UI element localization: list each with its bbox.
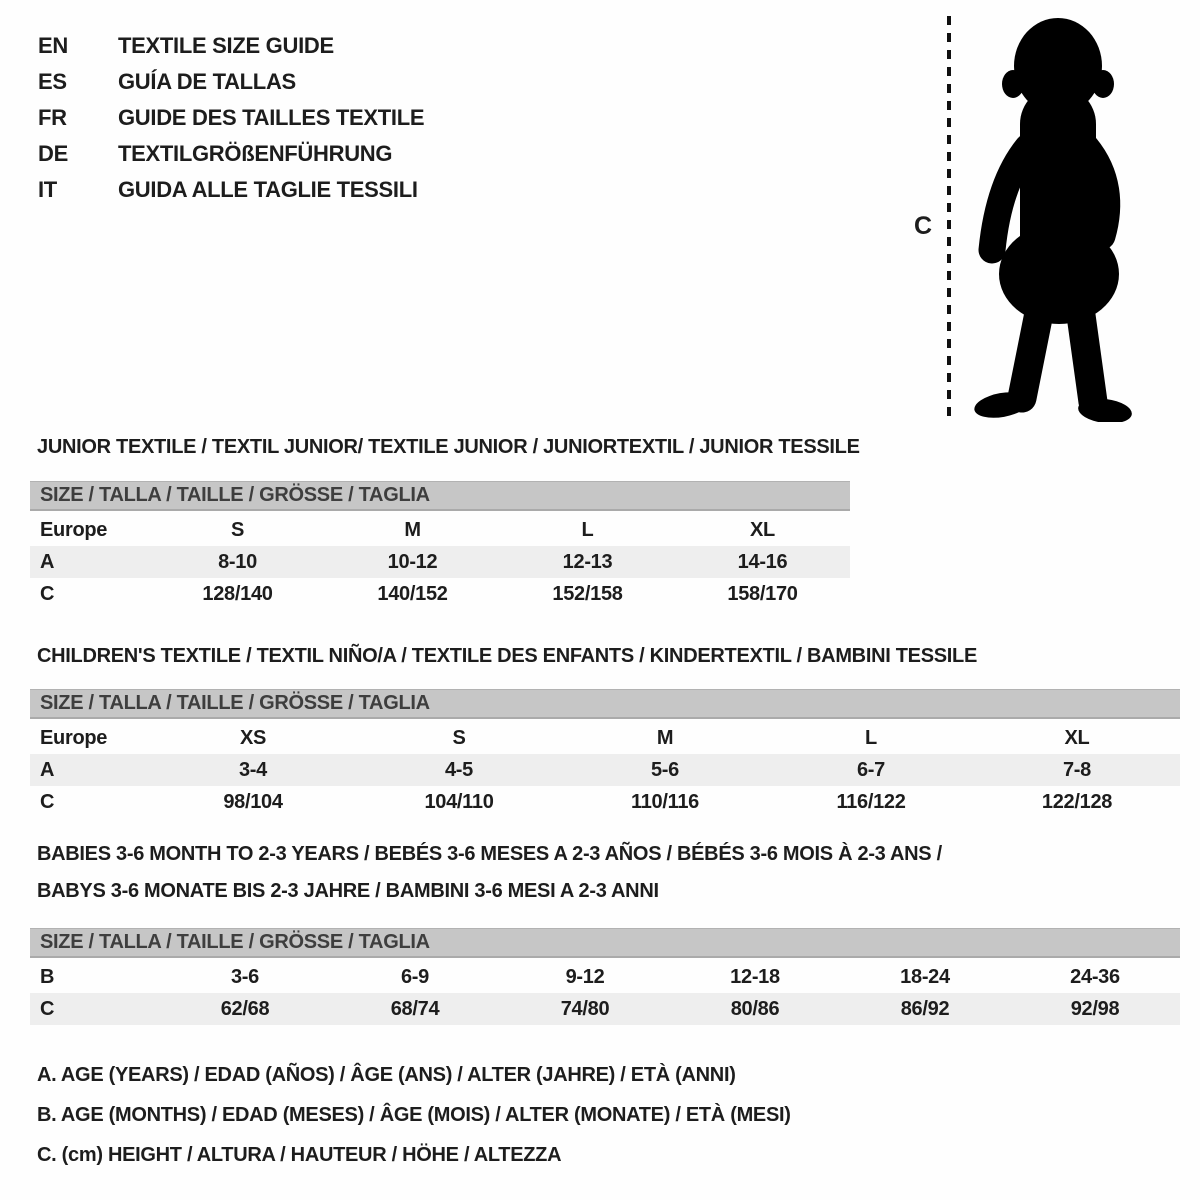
babies-size-table: SIZE / TALLA / TAILLE / GRÖSSE / TAGLIA … <box>30 928 1180 1025</box>
guide-title: TEXTILGRÖßENFÜHRUNG <box>118 141 393 166</box>
col-header: M <box>404 518 421 541</box>
col-header: M <box>656 726 674 749</box>
table-cell: 3-6 <box>230 965 259 988</box>
language-row: FR GUIDE DES TAILLES TEXTILE <box>38 100 425 136</box>
table-cell: 62/68 <box>220 997 270 1020</box>
region-label: Europe <box>40 726 108 749</box>
height-measure-dashed-line <box>947 16 951 416</box>
size-header-bar: SIZE / TALLA / TAILLE / GRÖSSE / TAGLIA <box>30 481 850 511</box>
guide-title: GUIDA ALLE TAGLIE TESSILI <box>118 177 418 202</box>
table-cell: 6-7 <box>856 758 885 781</box>
size-header-bar: SIZE / TALLA / TAILLE / GRÖSSE / TAGLIA <box>30 689 1180 719</box>
col-header: XS <box>239 726 267 749</box>
table-cell: 4-5 <box>444 758 473 781</box>
table-cell: 12-13 <box>562 550 613 573</box>
col-header: XL <box>1064 726 1090 749</box>
legend-line-c: C. (cm) HEIGHT / ALTURA / HAUTEUR / HÖHE… <box>37 1144 562 1166</box>
table-cell: 98/104 <box>223 790 283 813</box>
table-row: A 3-4 4-5 5-6 6-7 7-8 <box>30 754 1180 786</box>
table-cell: 68/74 <box>390 997 440 1020</box>
language-row: DE TEXTILGRÖßENFÜHRUNG <box>38 136 424 172</box>
col-header: XL <box>750 518 775 541</box>
table-cell: 80/86 <box>730 997 780 1020</box>
table-row: C 62/68 68/74 74/80 80/86 86/92 92/98 <box>30 993 1180 1025</box>
guide-title: TEXTILE SIZE GUIDE <box>118 33 334 58</box>
legend-line-b: B. AGE (MONTHS) / EDAD (MESES) / ÂGE (MO… <box>37 1104 791 1126</box>
table-cell: 86/92 <box>900 997 950 1020</box>
table-cell: 152/158 <box>552 582 623 605</box>
table-cell: 74/80 <box>560 997 610 1020</box>
measurement-legend: A. AGE (YEARS) / EDAD (AÑOS) / ÂGE (ANS)… <box>37 1064 791 1184</box>
babies-section-title-line2: BABYS 3-6 MONATE BIS 2-3 JAHRE / BAMBINI… <box>37 880 659 902</box>
row-label: B <box>40 965 55 988</box>
table-cell: 9-12 <box>565 965 605 988</box>
table-cell: 122/128 <box>1041 790 1113 813</box>
table-cell: 12-18 <box>730 965 780 988</box>
language-code: EN <box>38 33 68 58</box>
row-label: A <box>40 758 55 781</box>
table-header-row: Europe XS S M L XL <box>30 722 1180 754</box>
table-row: C 98/104 104/110 110/116 116/122 122/128 <box>30 786 1180 818</box>
table-cell: 3-4 <box>238 758 267 781</box>
children-size-table: SIZE / TALLA / TAILLE / GRÖSSE / TAGLIA … <box>30 689 1180 818</box>
language-code: DE <box>38 141 68 166</box>
table-cell: 24-36 <box>1070 965 1120 988</box>
junior-section-title: JUNIOR TEXTILE / TEXTIL JUNIOR/ TEXTILE … <box>37 436 860 458</box>
table-cell: 6-9 <box>400 965 429 988</box>
table-cell: 14-16 <box>737 550 788 573</box>
table-cell: 92/98 <box>1070 997 1120 1020</box>
language-row: EN TEXTILE SIZE GUIDE <box>38 28 424 64</box>
row-label: C <box>40 997 55 1020</box>
table-row: B 3-6 6-9 9-12 12-18 18-24 24-36 <box>30 961 1180 993</box>
table-cell: 7-8 <box>1062 758 1091 781</box>
junior-size-table: SIZE / TALLA / TAILLE / GRÖSSE / TAGLIA … <box>30 481 850 610</box>
table-cell: 128/140 <box>202 582 273 605</box>
table-cell: 18-24 <box>900 965 950 988</box>
row-label: A <box>40 550 55 573</box>
language-row: ES GUÍA DE TALLAS <box>38 64 424 100</box>
legend-line-a: A. AGE (YEARS) / EDAD (AÑOS) / ÂGE (ANS)… <box>37 1064 736 1086</box>
col-header: S <box>230 518 245 541</box>
language-row: IT GUIDA ALLE TAGLIE TESSILI <box>38 172 424 208</box>
table-cell: 8-10 <box>218 550 257 573</box>
children-section-title: CHILDREN'S TEXTILE / TEXTIL NIÑO/A / TEX… <box>37 645 977 667</box>
table-row: C 128/140 140/152 152/158 158/170 <box>30 578 850 610</box>
col-header: L <box>581 518 594 541</box>
table-cell: 116/122 <box>836 790 906 813</box>
language-code: ES <box>38 69 67 94</box>
language-code: IT <box>38 177 57 202</box>
toddler-silhouette-icon <box>974 18 1132 422</box>
guide-title: GUIDE DES TAILLES TEXTILE <box>118 105 425 130</box>
col-header: L <box>865 726 877 749</box>
guide-title: GUÍA DE TALLAS <box>118 69 296 94</box>
table-cell: 10-12 <box>387 550 438 573</box>
size-header-bar: SIZE / TALLA / TAILLE / GRÖSSE / TAGLIA <box>30 928 1180 958</box>
table-cell: 104/110 <box>424 790 494 813</box>
col-header: S <box>452 726 466 749</box>
table-cell: 110/116 <box>631 790 699 813</box>
table-header-row: Europe S M L XL <box>30 514 850 546</box>
table-row: A 8-10 10-12 12-13 14-16 <box>30 546 850 578</box>
language-title-list: EN TEXTILE SIZE GUIDE ES GUÍA DE TALLAS … <box>38 28 425 208</box>
row-label: C <box>40 582 55 605</box>
table-cell: 140/152 <box>377 582 448 605</box>
babies-section-title-line1: BABIES 3-6 MONTH TO 2-3 YEARS / BEBÉS 3-… <box>37 843 942 865</box>
region-label: Europe <box>40 518 108 541</box>
table-cell: 5-6 <box>650 758 679 781</box>
language-code: FR <box>38 105 67 130</box>
table-cell: 158/170 <box>727 582 798 605</box>
row-label: C <box>40 790 55 813</box>
height-measure-label: C <box>914 212 932 240</box>
